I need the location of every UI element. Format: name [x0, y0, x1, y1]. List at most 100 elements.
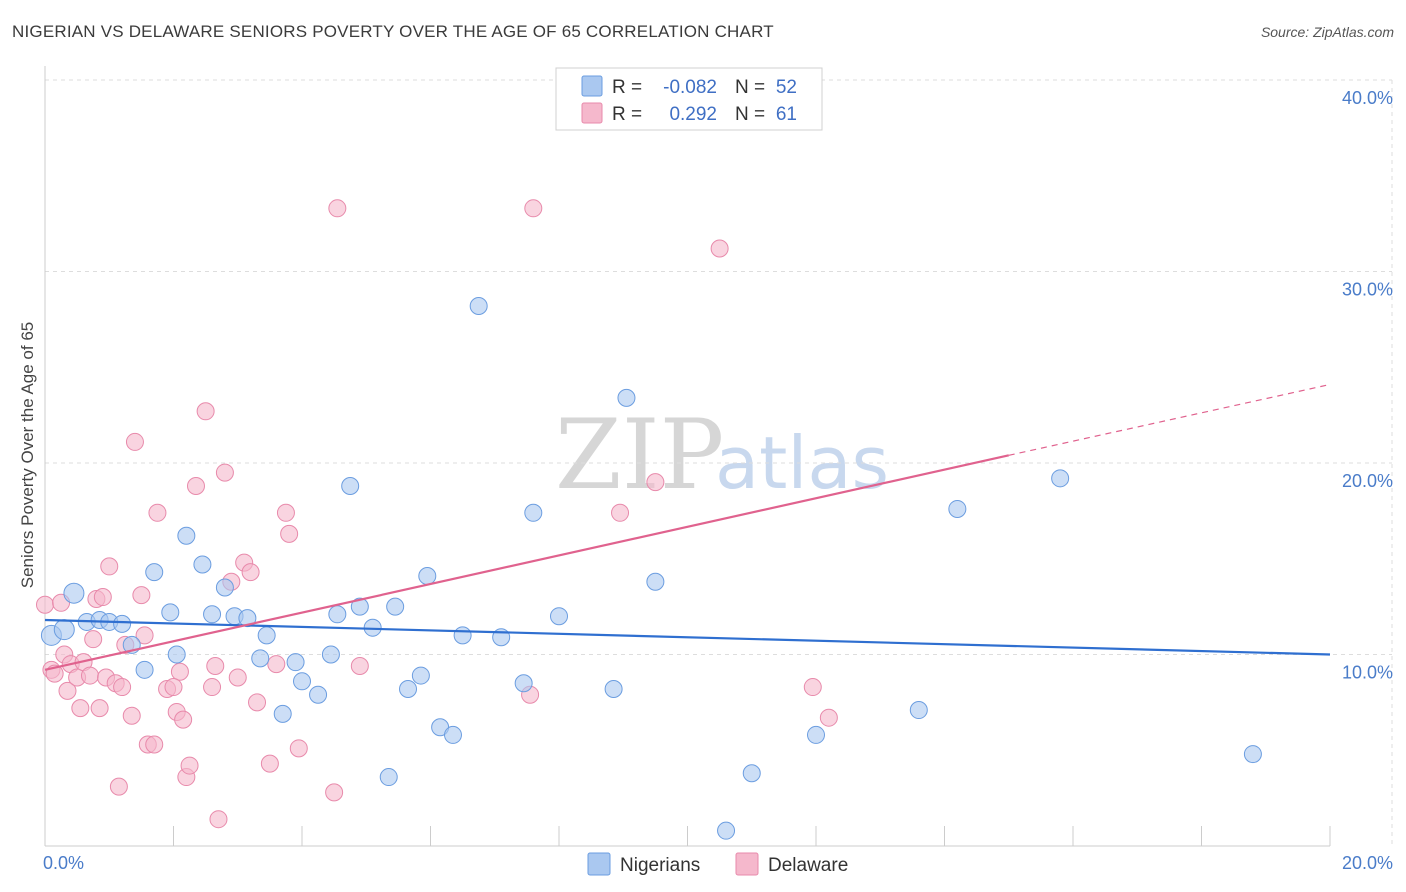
delaware-point [109, 777, 128, 796]
legend-r-label-1: R = [612, 77, 642, 98]
nigerians-point [646, 572, 665, 591]
nigerians-point [286, 653, 305, 672]
nigerians-point [399, 679, 418, 698]
delaware-point [125, 432, 144, 451]
delaware-point [524, 199, 543, 218]
nigerians-point [604, 679, 623, 698]
delaware-point [93, 588, 112, 607]
bottom-legend-label-delaware: Delaware [768, 855, 848, 876]
y-tick-label-40: 40.0% [1342, 88, 1393, 108]
delaware-point [132, 586, 151, 605]
nigerians-point [469, 296, 488, 315]
delaware-point [203, 678, 222, 697]
nigerians-point [418, 566, 437, 585]
delaware-point [90, 699, 109, 718]
bottom-legend-label-nigerians: Nigerians [620, 855, 700, 876]
legend-n-label-1: N = [735, 77, 765, 98]
nigerians-point [309, 685, 328, 704]
delaware-point [325, 783, 344, 802]
nigerians-point [742, 764, 761, 783]
delaware-point [122, 706, 141, 725]
nigerians-point [1051, 469, 1070, 488]
x-tick-label-min: 0.0% [43, 853, 84, 873]
delaware-point [289, 739, 308, 758]
delaware-point [328, 199, 347, 218]
nigerians-point [453, 626, 472, 645]
legend-n-label-2: N = [735, 104, 765, 125]
nigerians-point [135, 660, 154, 679]
legend-swatch-nigerians [581, 75, 603, 97]
correlation-legend: R = -0.082 N = 52 R = 0.292 N = 61 [555, 67, 823, 131]
nigerians-point [328, 605, 347, 624]
delaware-point [186, 476, 205, 495]
delaware-point [164, 678, 183, 697]
delaware-point [135, 626, 154, 645]
delaware-point [276, 503, 295, 522]
delaware-point [100, 557, 119, 576]
delaware-trend-line [44, 454, 1009, 671]
nigerians-point [524, 503, 543, 522]
tick-labels: 10.0% 20.0% 30.0% 40.0% 0.0% 20.0% [43, 88, 1393, 873]
nigerians-point [386, 597, 405, 616]
nigerians-points [40, 296, 1262, 840]
nigerians-point [257, 626, 276, 645]
y-tick-label-10: 10.0% [1342, 663, 1393, 683]
watermark-zip: ZIP [555, 399, 724, 511]
nigerians-point [909, 701, 928, 720]
y-axis-label: Seniors Poverty Over the Age of 65 [18, 322, 37, 588]
nigerians-point [948, 499, 967, 518]
y-tick-label-30: 30.0% [1342, 280, 1393, 300]
delaware-point [196, 402, 215, 421]
bottom-legend-swatch-nigerians [587, 852, 611, 876]
delaware-point [80, 666, 99, 685]
nigerians-trend-line [44, 618, 1331, 656]
nigerians-point [617, 388, 636, 407]
legend-n-value-1: 52 [776, 77, 797, 98]
legend-r-value-2: 0.292 [669, 104, 717, 125]
delaware-point [148, 503, 167, 522]
series-legend: Nigerians Delaware [587, 852, 848, 876]
delaware-point [646, 473, 665, 492]
delaware-point [248, 693, 267, 712]
nigerians-point [161, 603, 180, 622]
nigerians-point [215, 578, 234, 597]
delaware-point [58, 681, 77, 700]
source-credit: Source: ZipAtlas.com [1260, 24, 1394, 40]
delaware-point [260, 754, 279, 773]
nigerians-point [293, 672, 311, 691]
delaware-trend-extension [1008, 383, 1331, 456]
delaware-point [350, 656, 369, 675]
legend-r-label-2: R = [612, 104, 642, 125]
delaware-point [113, 678, 132, 697]
nigerians-point [145, 563, 164, 582]
delaware-point [215, 463, 234, 482]
delaware-point [170, 662, 189, 681]
x-tick-label-max: 20.0% [1342, 853, 1393, 873]
nigerians-point [321, 645, 340, 664]
chart-title: NIGERIAN VS DELAWARE SENIORS POVERTY OVE… [12, 22, 774, 41]
nigerians-point [717, 821, 736, 840]
legend-swatch-delaware [581, 102, 603, 124]
delaware-point [71, 699, 90, 718]
delaware-point [819, 708, 838, 727]
trend-lines [44, 383, 1331, 671]
nigerians-point [411, 666, 430, 685]
delaware-point [145, 735, 164, 754]
nigerians-point [238, 609, 257, 628]
delaware-point [611, 503, 630, 522]
nigerians-point [53, 619, 75, 641]
delaware-point [209, 810, 228, 829]
delaware-point [174, 710, 193, 729]
gridlines [45, 79, 1393, 846]
delaware-point [84, 630, 103, 649]
delaware-point [36, 595, 54, 614]
nigerians-point [63, 582, 85, 604]
nigerians-point [251, 649, 270, 668]
delaware-point [206, 656, 225, 675]
nigerians-point [514, 674, 533, 693]
nigerians-point [273, 704, 292, 723]
axes [44, 66, 1331, 847]
nigerians-point [177, 526, 196, 545]
nigerians-point [113, 614, 132, 633]
